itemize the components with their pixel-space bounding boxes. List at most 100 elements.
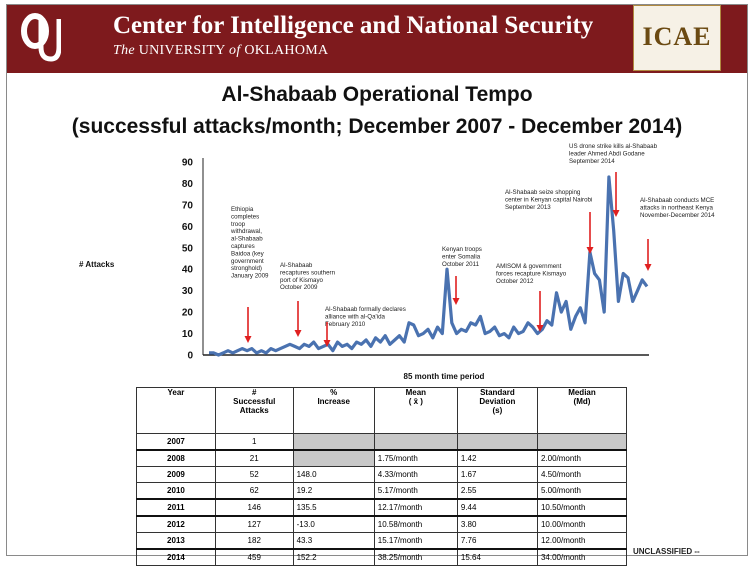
subtitle-university: UNIVERSITY <box>138 43 226 58</box>
increase-cell: 148.0 <box>292 466 375 483</box>
year-cell: 2011 <box>136 498 216 517</box>
table-header-cell: Median (Md) <box>536 387 628 434</box>
annotation-label: Al-Shabaab formally declares alliance wit… <box>325 306 406 328</box>
annotation-line: October 2009 <box>280 284 318 291</box>
header-line: Standard <box>480 388 515 397</box>
attacks-cell: 62 <box>214 482 294 500</box>
subtitle-the: The <box>113 43 135 58</box>
y-tick-label: 60 <box>182 222 194 233</box>
classification-label: UNCLASSIFIED -- <box>633 547 700 556</box>
annotation-arrowhead <box>244 336 252 343</box>
increase-cell: 19.2 <box>292 482 375 500</box>
stats-table: Year # Successful Attacks% Increase Mean( x̄ … <box>136 387 628 566</box>
annotation-line: stronghold) <box>231 265 262 272</box>
increase-cell: 43.3 <box>292 532 375 550</box>
y-tick-label: 10 <box>182 329 194 340</box>
annotation-line: February 2010 <box>325 321 366 328</box>
increase-cell <box>292 449 375 467</box>
year-cell: 2013 <box>136 532 216 550</box>
attacks-cell: 146 <box>214 498 294 517</box>
annotation-line: attacks in northeast Kenya <box>640 204 713 211</box>
attacks-line-chart: 0 10 20 30 40 50 60 70 80 90 # Attacks 85 month tim… <box>79 143 715 381</box>
annotation-arrowhead <box>586 247 594 254</box>
annotation-line: center in Kenyan capital Nairobi <box>505 196 592 203</box>
annotation-arrowhead <box>644 264 652 271</box>
annotation-line: forces recapture Kismayo <box>496 270 567 277</box>
table-header-row: Year # Successful Attacks% Increase Mean( x̄ … <box>136 387 628 434</box>
header-banner: Center for Intelligence and National Sec… <box>7 5 747 73</box>
sd-cell: 9.44 <box>456 498 538 517</box>
attacks-cell: 1 <box>214 433 294 451</box>
annotation-label: Kenyan troops enter Somalia October 2011 <box>442 246 482 268</box>
annotation-arrowhead <box>536 325 544 332</box>
annotation-arrowhead <box>452 298 460 305</box>
annotation-label: Al-Shabaab recaptures southern port of Kis… <box>280 262 336 291</box>
increase-cell: -13.0 <box>292 515 375 533</box>
annotation-line: port of Kismayo <box>280 277 324 284</box>
year-cell: 2012 <box>136 515 216 533</box>
mean-cell: 12.17/month <box>373 498 458 517</box>
mean-cell: 1.75/month <box>373 449 458 467</box>
annotation-line: troop <box>231 221 246 228</box>
annotation-label: Al-Shabaab conducts MCE attacks in northe… <box>640 197 715 219</box>
annotation-line: October 2012 <box>496 278 534 285</box>
y-tick-label: 80 <box>182 179 194 190</box>
chart-annotations: Ethiopia completes troop withdrawal, al-Shab… <box>230 143 715 347</box>
icae-logo: ICAE <box>633 5 721 71</box>
mean-cell: 5.17/month <box>373 482 458 500</box>
table-row: 2014 459 152.2 38.25/month 15.64 34.00/month <box>136 548 628 566</box>
ou-logo-icon <box>21 13 61 62</box>
sd-cell <box>456 433 538 451</box>
annotation-line: leader Ahmed Abdi Godane <box>569 150 645 157</box>
annotation-line: January 2009 <box>231 273 269 280</box>
year-cell: 2008 <box>136 449 216 467</box>
subtitle-state: OKLAHOMA <box>244 43 329 58</box>
icae-logo-text: ICAE <box>642 22 712 51</box>
table-header-cell: Year <box>136 387 216 434</box>
annotation-label: Al-Shabaab seize shopping center in Kenya… <box>505 189 592 211</box>
table-header-cell: Mean( x̄ ) <box>373 387 458 434</box>
median-cell: 2.00/month <box>536 449 628 467</box>
sd-cell: 1.67 <box>456 466 538 483</box>
mean-cell: 4.33/month <box>373 466 458 483</box>
year-cell: 2014 <box>136 548 216 566</box>
annotation-line: US drone strike kills al-Shabaab <box>569 143 658 150</box>
annotation-line: captures <box>231 243 255 250</box>
attacks-cell: 52 <box>214 466 294 483</box>
annotation-line: enter Somalia <box>442 253 481 260</box>
year-cell: 2010 <box>136 482 216 500</box>
sd-cell: 7.76 <box>456 532 538 550</box>
header-subtitle: The UNIVERSITY of OKLAHOMA <box>113 43 328 59</box>
median-cell: 5.00/month <box>536 482 628 500</box>
y-tick-label: 30 <box>182 286 194 297</box>
annotation-line: September 2013 <box>505 204 551 211</box>
mean-cell <box>373 433 458 451</box>
year-cell: 2009 <box>136 466 216 483</box>
median-cell <box>536 433 628 451</box>
median-cell: 10.50/month <box>536 498 628 517</box>
slide-frame: Center for Intelligence and National Sec… <box>6 4 748 566</box>
chart-axes: 0 10 20 30 40 50 60 70 80 90 # Attacks 85 month tim… <box>79 158 649 381</box>
median-cell: 4.50/month <box>536 466 628 483</box>
header-line: Increase <box>317 397 350 406</box>
annotation-line: September 2014 <box>569 158 615 165</box>
annotation-label: US drone strike kills al-Shabaab leader A… <box>569 143 658 165</box>
header-line: (s) <box>492 406 503 415</box>
header-line: Deviation <box>479 397 516 406</box>
table-row: 2009 52 148.0 4.33/month 1.67 4.50/month <box>136 466 628 483</box>
sd-cell: 15.64 <box>456 548 538 566</box>
y-tick-label: 50 <box>182 243 194 254</box>
y-tick-label: 40 <box>182 265 194 276</box>
y-axis-label: # Attacks <box>79 260 115 269</box>
header-line: Median <box>568 388 596 397</box>
annotation-arrowhead <box>612 210 620 217</box>
mean-cell: 15.17/month <box>373 532 458 550</box>
table-row: 2008 21 1.75/month 1.42 2.00/month <box>136 449 628 467</box>
table-row: 2007 1 <box>136 433 628 451</box>
annotation-line: Al-Shabaab conducts MCE <box>640 197 714 204</box>
annotation-line: Baidoa (key <box>231 250 265 257</box>
annotation-line: withdrawal, <box>230 228 262 235</box>
table-body: 2007 1 2008 21 1.75/month 1.42 2.00/month 2009 5… <box>136 433 628 566</box>
y-tick-label: 70 <box>182 200 194 211</box>
attacks-cell: 21 <box>214 449 294 467</box>
